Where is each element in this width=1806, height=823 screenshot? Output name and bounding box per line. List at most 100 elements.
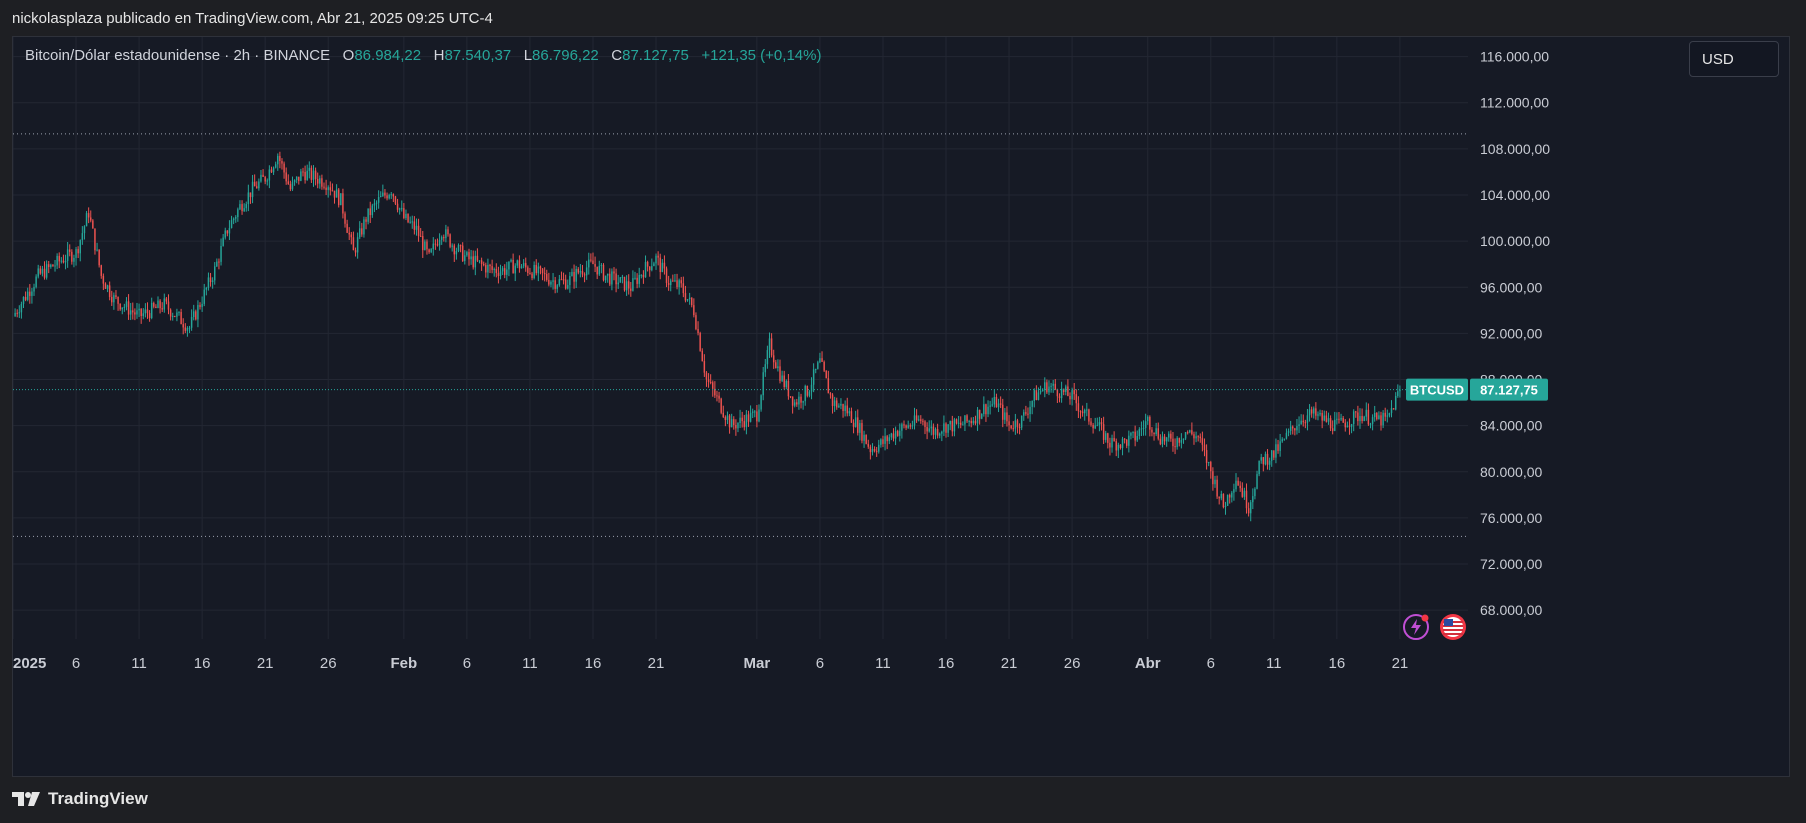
- symbol-label[interactable]: Bitcoin/Dólar estadounidense · 2h · BINA…: [25, 47, 331, 64]
- candlestick-chart[interactable]: 68.000,00 72.000,00 76.000,00 80.000,00 84.0…: [13, 37, 1790, 777]
- candle-body: [1199, 436, 1202, 439]
- candle-body: [896, 431, 899, 436]
- candle-body: [699, 333, 701, 351]
- candle-body: [802, 401, 804, 403]
- candle-body: [821, 358, 823, 362]
- candle-body: [54, 265, 56, 267]
- candle-body: [287, 181, 290, 185]
- candle-body: [640, 274, 643, 276]
- candle-body: [840, 403, 842, 406]
- candle-body: [985, 404, 987, 415]
- candle-body: [16, 312, 18, 314]
- candle-body: [264, 176, 266, 182]
- candle-body: [81, 233, 84, 241]
- candle-body: [850, 411, 853, 423]
- candle-body: [882, 439, 884, 444]
- candle-body: [1115, 441, 1117, 451]
- x-axis-tick-label: 11: [522, 655, 538, 672]
- candle-body: [310, 167, 313, 180]
- candle-body: [186, 328, 189, 331]
- candle-body: [413, 221, 416, 230]
- candle-body: [636, 277, 638, 284]
- candle-body: [178, 312, 180, 314]
- candle-body: [1031, 400, 1033, 407]
- candle-body: [602, 264, 605, 281]
- candle-body: [167, 301, 170, 310]
- candle-body: [688, 297, 691, 300]
- candle-body: [272, 167, 275, 173]
- candle-body: [1039, 391, 1042, 393]
- y-axis-tick-label: 108.000,00: [1480, 141, 1550, 157]
- candle-body: [1252, 496, 1254, 503]
- candle-body: [304, 171, 306, 181]
- candle-body: [527, 267, 529, 273]
- candle-body: [520, 266, 523, 269]
- candle-body: [861, 423, 863, 441]
- candle-body: [266, 180, 269, 182]
- x-axis-tick-label: 11: [875, 655, 891, 672]
- candle-body: [522, 263, 525, 267]
- candle-body: [1382, 412, 1384, 426]
- candle-body: [1134, 431, 1136, 441]
- x-axis-tick-label: 16: [1329, 655, 1346, 672]
- candle-body: [474, 255, 477, 268]
- candle-body: [94, 228, 96, 251]
- us-flag-icon[interactable]: [1438, 612, 1468, 642]
- candle-body: [667, 282, 670, 286]
- candle-body: [1016, 420, 1019, 428]
- candle-body: [924, 421, 926, 427]
- candle-body: [453, 245, 456, 255]
- candle-body: [1228, 494, 1231, 498]
- candle-body: [1279, 441, 1281, 451]
- candle-body: [997, 403, 1000, 408]
- candle-body: [77, 249, 79, 254]
- candle-body: [281, 160, 283, 164]
- candle-body: [365, 219, 367, 222]
- candle-body: [205, 287, 208, 290]
- candle-body: [203, 289, 205, 304]
- candle-body: [880, 439, 882, 445]
- candle-body: [213, 266, 216, 281]
- candle-body: [1102, 424, 1105, 440]
- candle-body: [1132, 431, 1134, 434]
- candle-body: [804, 385, 806, 402]
- candle-body: [1218, 496, 1220, 499]
- currency-button[interactable]: USD: [1689, 41, 1779, 77]
- candle-body: [1369, 423, 1372, 425]
- candle-body: [241, 204, 243, 212]
- candle-body: [903, 424, 905, 426]
- candle-body: [730, 419, 733, 428]
- candle-body: [1367, 409, 1370, 425]
- candle-body: [1058, 396, 1061, 399]
- y-axis-tick-label: 92.000,00: [1480, 325, 1542, 341]
- candle-body: [531, 273, 533, 279]
- candle-body: [31, 291, 33, 296]
- chart-frame[interactable]: 68.000,00 72.000,00 76.000,00 80.000,00 84.0…: [12, 36, 1790, 777]
- close-value: 87.127,75: [622, 47, 689, 64]
- lightning-icon[interactable]: [1401, 612, 1431, 642]
- candle-body: [56, 255, 58, 266]
- candle-body: [41, 268, 44, 274]
- candle-body: [1020, 415, 1023, 428]
- candle-body: [268, 169, 271, 181]
- candle-body: [770, 338, 773, 356]
- candle-body: [58, 255, 60, 262]
- candle-body: [321, 178, 323, 187]
- candle-body: [47, 264, 50, 267]
- candle-body: [953, 419, 956, 432]
- candle-body: [1243, 490, 1246, 497]
- tradingview-brand[interactable]: TradingView: [12, 789, 148, 809]
- candle-body: [274, 164, 277, 168]
- candle-body: [615, 273, 617, 285]
- candle-body: [182, 324, 184, 328]
- candle-body: [26, 291, 29, 300]
- candle-body: [609, 273, 611, 285]
- candle-body: [1310, 409, 1313, 414]
- candle-body: [768, 338, 771, 351]
- x-axis-tick-label: 26: [1064, 655, 1081, 672]
- candle-body: [583, 274, 586, 276]
- candle-body: [1010, 425, 1012, 429]
- candle-body: [1062, 388, 1065, 392]
- candle-body: [1207, 462, 1210, 464]
- candle-body: [745, 414, 748, 428]
